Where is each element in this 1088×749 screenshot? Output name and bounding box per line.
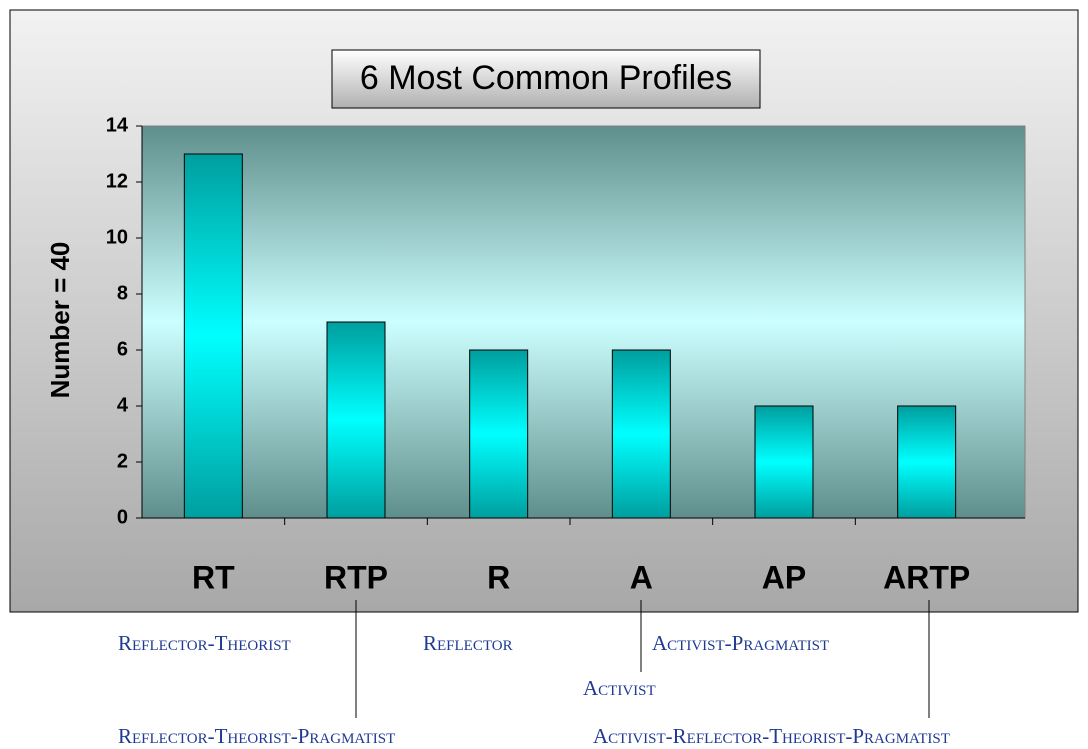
x-tick-label: RTP [324,559,388,595]
y-tick-label: 10 [106,226,128,248]
x-tick-label: ARTP [883,559,970,595]
x-tick-label: R [487,559,510,595]
annotation: Reflector [423,631,513,655]
annotation: Activist [583,676,656,700]
chart-title: 6 Most Common Profiles [360,59,732,97]
y-tick-label: 0 [117,506,128,528]
bar [754,405,814,519]
bar [183,153,243,519]
bar [897,405,957,519]
y-axis-label: Number = 40 [45,242,75,399]
y-tick-label: 12 [106,170,128,192]
annotation: Reflector-Theorist-Pragmatist [118,724,395,748]
y-tick-label: 8 [117,282,128,304]
y-tick-label: 4 [117,394,129,416]
x-tick-label: A [630,559,653,595]
y-tick-label: 2 [117,450,128,472]
annotation: Reflector-Theorist [118,631,291,655]
x-tick-label: RT [192,559,235,595]
y-tick-label: 6 [117,338,128,360]
plot-area [141,125,1026,519]
title-box [331,49,761,109]
bar [611,349,671,519]
y-tick-label: 14 [106,114,129,136]
annotation: Activist-Pragmatist [652,631,829,655]
bar [326,321,386,519]
bar [469,349,529,519]
annotation: Activist-Reflector-Theorist-Pragmatist [593,724,950,748]
x-tick-label: AP [762,559,806,595]
